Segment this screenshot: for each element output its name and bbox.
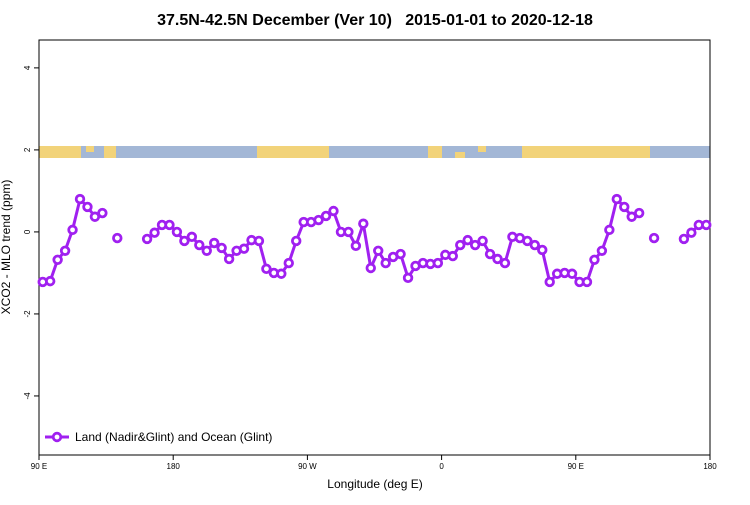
- data-point: [194, 239, 205, 251]
- data-point: [678, 233, 690, 245]
- data-point: [492, 253, 503, 265]
- data-point: [469, 239, 481, 251]
- data-point: [462, 234, 473, 246]
- x-tick-label: 90 W: [298, 462, 317, 471]
- chart-title: 37.5N-42.5N December (Ver 10) 2015-01-01…: [157, 12, 593, 29]
- data-point: [611, 193, 623, 205]
- data-point: [52, 254, 63, 266]
- data-point: [164, 219, 175, 231]
- data-point: [343, 226, 354, 238]
- data-point: [604, 224, 615, 236]
- data-point: [261, 263, 272, 275]
- data-point: [141, 233, 153, 245]
- plot-frame: [38, 39, 711, 456]
- data-point: [522, 235, 533, 247]
- x-tick-label: 90 E: [31, 462, 47, 471]
- y-tick-label: -2: [23, 310, 32, 318]
- data-point: [477, 235, 488, 247]
- data-point: [529, 239, 540, 251]
- x-tick-label: 180: [703, 462, 717, 471]
- data-point: [537, 244, 548, 256]
- data-point: [648, 232, 660, 244]
- data-point: [484, 248, 496, 260]
- data-point: [313, 214, 324, 226]
- data-point: [432, 257, 444, 269]
- legend-label: Land (Nadir&Glint) and Ocean (Glint): [75, 430, 272, 444]
- x-axis-label: Longitude (deg E): [327, 477, 422, 491]
- data-point: [238, 243, 250, 254]
- data-point: [223, 253, 235, 265]
- data-point: [589, 254, 600, 266]
- data-point: [97, 207, 108, 219]
- data-point: [201, 245, 212, 256]
- y-tick-label: 4: [23, 65, 32, 70]
- data-point: [402, 272, 414, 284]
- data-point: [499, 257, 511, 269]
- data-point: [216, 242, 227, 254]
- data-point: [112, 232, 123, 244]
- data-point: [581, 276, 593, 288]
- x-tick-label: 0: [439, 462, 444, 471]
- data-point: [350, 240, 362, 252]
- data-point: [59, 245, 71, 256]
- data-point: [209, 237, 220, 249]
- data-point: [455, 239, 466, 251]
- data-point: [320, 210, 332, 222]
- data-point: [291, 235, 302, 247]
- data-point: [253, 235, 265, 247]
- x-tick-label: 180: [167, 462, 181, 471]
- data-point: [283, 257, 294, 269]
- data-point: [380, 257, 391, 269]
- data-point: [544, 276, 555, 288]
- x-tick-label: 90 E: [568, 462, 584, 471]
- data-point: [596, 245, 608, 256]
- y-tick-label: 0: [23, 229, 32, 234]
- data-point: [701, 219, 712, 231]
- data-point: [44, 275, 56, 287]
- data-point: [149, 227, 160, 238]
- data-point: [171, 226, 183, 238]
- data-point: [276, 268, 287, 279]
- y-tick-label: 2: [23, 147, 32, 152]
- y-axis-label: XCO2 - MLO trend (ppm): [0, 180, 13, 315]
- land-ocean-band: [39, 146, 710, 158]
- data-point: [566, 268, 578, 279]
- data-point: [328, 205, 339, 217]
- data-point: [74, 193, 86, 205]
- legend-marker: [51, 431, 63, 443]
- y-tick-label: -4: [23, 392, 32, 400]
- data-point: [179, 235, 190, 247]
- data-point: [633, 207, 645, 219]
- data-point: [186, 231, 198, 243]
- data-point: [686, 227, 697, 238]
- data-point: [447, 250, 458, 262]
- data-point: [358, 218, 369, 229]
- data-point: [373, 245, 384, 256]
- data-point: [365, 262, 376, 274]
- data-point: [619, 201, 630, 213]
- data-point: [395, 248, 406, 260]
- data-point: [67, 224, 78, 236]
- data-point: [82, 201, 93, 213]
